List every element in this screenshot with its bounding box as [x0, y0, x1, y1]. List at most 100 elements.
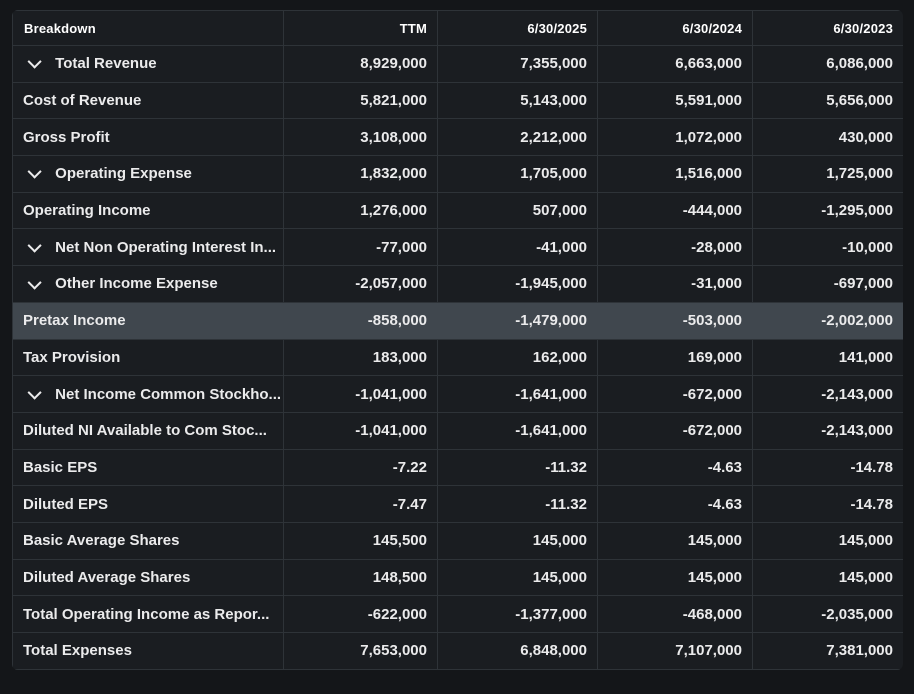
row-value-6-30-2023: 1,725,000 — [752, 155, 903, 193]
row-value-6-30-2024: -4.63 — [597, 448, 753, 487]
row-value-6-30-2023: 145,000 — [752, 521, 903, 560]
row-value-6-30-2025: -41,000 — [437, 228, 598, 267]
column-header-6-30-2025: 6/30/2025 — [437, 10, 598, 46]
row-value-6-30-2024: -503,000 — [597, 301, 753, 340]
table-row[interactable]: Net Non Operating Interest In... -77,000… — [12, 228, 903, 267]
table-row[interactable]: Cost of Revenue 5,821,000 5,143,000 5,59… — [12, 81, 903, 120]
column-header-6-30-2024: 6/30/2024 — [597, 10, 753, 46]
row-value-ttm: 1,276,000 — [283, 191, 438, 230]
chevron-down-icon[interactable] — [27, 275, 42, 290]
row-value-6-30-2023: -2,035,000 — [752, 595, 903, 633]
chevron-down-icon[interactable] — [27, 238, 42, 253]
row-value-6-30-2025: -1,945,000 — [437, 265, 598, 303]
row-label: Tax Provision — [23, 348, 121, 366]
row-label: Total Expenses — [23, 642, 132, 660]
table-row[interactable]: Operating Income 1,276,000 507,000 -444,… — [12, 191, 903, 230]
row-label: Diluted EPS — [23, 495, 109, 513]
row-value-6-30-2023: -14.78 — [752, 448, 903, 487]
row-value-6-30-2023: -2,002,000 — [752, 301, 903, 340]
row-value-6-30-2024: 7,107,000 — [597, 632, 753, 670]
row-value-ttm: -7.22 — [283, 448, 438, 487]
row-value-6-30-2023: -2,143,000 — [752, 375, 903, 413]
row-value-ttm: -7.47 — [283, 485, 438, 523]
row-label: Operating Income — [23, 202, 151, 220]
row-value-6-30-2023: -10,000 — [752, 228, 903, 267]
chevron-down-icon[interactable] — [27, 54, 42, 70]
row-value-ttm: 1,832,000 — [283, 155, 438, 193]
row-value-6-30-2023: -2,143,000 — [752, 411, 903, 450]
table-row[interactable]: Pretax Income -858,000 -1,479,000 -503,0… — [12, 301, 903, 340]
row-value-ttm: 183,000 — [283, 338, 438, 377]
table-row[interactable]: Net Income Common Stockho... -1,041,000 … — [12, 375, 903, 413]
row-value-6-30-2025: 1,705,000 — [437, 155, 598, 193]
row-value-6-30-2025: 6,848,000 — [437, 632, 598, 670]
row-value-6-30-2025: -11.32 — [437, 485, 598, 523]
row-label: Operating Expense — [55, 165, 192, 183]
row-label: Gross Profit — [23, 128, 110, 146]
row-value-6-30-2025: 507,000 — [437, 191, 598, 230]
row-value-6-30-2023: -1,295,000 — [752, 191, 903, 230]
row-label: Basic EPS — [23, 458, 98, 476]
column-header-ttm: TTM — [283, 10, 438, 46]
table-row[interactable]: Basic EPS -7.22 -11.32 -4.63 -14.78 — [12, 448, 903, 487]
row-label: Net Income Common Stockho... — [55, 385, 282, 403]
row-label: Pretax Income — [23, 312, 126, 330]
row-value-6-30-2025: 2,212,000 — [437, 118, 598, 157]
table-row[interactable]: Other Income Expense -2,057,000 -1,945,0… — [12, 265, 903, 303]
row-value-6-30-2024: 1,072,000 — [597, 118, 753, 157]
row-value-ttm: -2,057,000 — [283, 265, 438, 303]
chevron-down-icon[interactable] — [27, 385, 42, 400]
row-value-ttm: -1,041,000 — [283, 411, 438, 450]
row-value-ttm: -77,000 — [283, 228, 438, 267]
table-row[interactable]: Operating Expense 1,832,000 1,705,000 1,… — [12, 155, 903, 193]
header-row: Breakdown TTM 6/30/2025 6/30/2024 6/30/2… — [12, 10, 903, 46]
row-value-6-30-2024: 1,516,000 — [597, 155, 753, 193]
row-label: Total Operating Income as Repor... — [23, 605, 270, 623]
row-value-6-30-2025: -1,641,000 — [437, 375, 598, 413]
row-value-6-30-2024: -672,000 — [597, 375, 753, 413]
row-value-6-30-2025: 145,000 — [437, 558, 598, 597]
row-value-6-30-2025: -11.32 — [437, 448, 598, 487]
row-value-6-30-2025: 162,000 — [437, 338, 598, 377]
table-row[interactable]: Basic Average Shares 145,500 145,000 145… — [12, 521, 903, 560]
table-row[interactable]: Diluted EPS -7.47 -11.32 -4.63 -14.78 — [12, 485, 903, 523]
row-value-ttm: 8,929,000 — [283, 45, 438, 83]
row-value-6-30-2025: -1,641,000 — [437, 411, 598, 450]
table-row[interactable]: Total Expenses 7,653,000 6,848,000 7,107… — [12, 632, 903, 670]
table-row[interactable]: Diluted Average Shares 148,500 145,000 1… — [12, 558, 903, 597]
column-header-6-30-2023: 6/30/2023 — [752, 10, 903, 46]
row-value-6-30-2025: 7,355,000 — [437, 45, 598, 83]
table-row[interactable]: Total Revenue 8,929,000 7,355,000 6,663,… — [12, 45, 903, 83]
row-value-6-30-2023: -14.78 — [752, 485, 903, 523]
row-value-ttm: 7,653,000 — [283, 632, 438, 670]
chevron-down-icon[interactable] — [27, 164, 42, 180]
income-statement-table: Breakdown TTM 6/30/2025 6/30/2024 6/30/2… — [12, 10, 903, 670]
table-row[interactable]: Total Operating Income as Repor... -622,… — [12, 595, 903, 633]
table-row[interactable]: Gross Profit 3,108,000 2,212,000 1,072,0… — [12, 118, 903, 157]
row-value-ttm: -858,000 — [283, 301, 438, 340]
row-label: Diluted Average Shares — [23, 568, 191, 586]
row-value-6-30-2025: -1,377,000 — [437, 595, 598, 633]
row-value-6-30-2024: -28,000 — [597, 228, 753, 267]
row-label: Total Revenue — [55, 55, 157, 73]
column-header-breakdown: Breakdown — [12, 10, 284, 46]
row-label: Cost of Revenue — [23, 92, 142, 110]
row-value-6-30-2023: -697,000 — [752, 265, 903, 303]
row-value-ttm: 145,500 — [283, 521, 438, 560]
row-value-6-30-2023: 430,000 — [752, 118, 903, 157]
row-value-ttm: 148,500 — [283, 558, 438, 597]
row-value-6-30-2023: 141,000 — [752, 338, 903, 377]
row-value-6-30-2024: -31,000 — [597, 265, 753, 303]
row-label: Diluted NI Available to Com Stoc... — [23, 422, 267, 440]
row-value-6-30-2024: 145,000 — [597, 558, 753, 597]
row-value-ttm: 3,108,000 — [283, 118, 438, 157]
row-value-ttm: -1,041,000 — [283, 375, 438, 413]
row-value-6-30-2024: -468,000 — [597, 595, 753, 633]
row-value-6-30-2024: 145,000 — [597, 521, 753, 560]
table-row[interactable]: Diluted NI Available to Com Stoc... -1,0… — [12, 411, 903, 450]
row-value-6-30-2024: -672,000 — [597, 411, 753, 450]
financials-table-container: Breakdown TTM 6/30/2025 6/30/2024 6/30/2… — [12, 10, 903, 670]
row-value-6-30-2024: 5,591,000 — [597, 81, 753, 120]
row-label: Basic Average Shares — [23, 532, 180, 550]
table-row[interactable]: Tax Provision 183,000 162,000 169,000 14… — [12, 338, 903, 377]
